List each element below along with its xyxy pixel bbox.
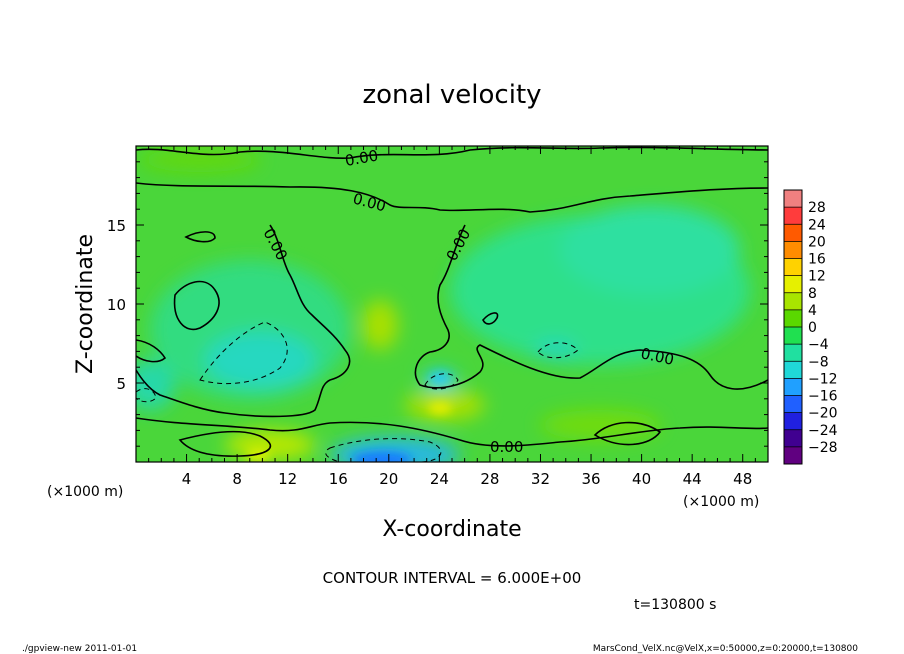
time-label: t=130800 s [634, 597, 716, 613]
colorbar-label: −4 [808, 337, 829, 353]
x-tick-label: 44 [683, 470, 702, 488]
x-tick-label: 28 [480, 470, 499, 488]
x-tick-label: 40 [632, 470, 651, 488]
x-tick-label: 20 [379, 470, 398, 488]
footer-left: ./gpview-new 2011-01-01 [22, 644, 137, 654]
heatmap-field [136, 146, 768, 462]
x-unit-label: (×1000 m) [683, 494, 759, 510]
colorbar-label: −12 [808, 371, 838, 387]
contour-label: 0.00 [490, 438, 523, 456]
colorbar-label: 28 [808, 200, 826, 216]
y-tick-label: 15 [107, 217, 126, 235]
colorbar-label: 16 [808, 252, 826, 268]
colorbar-swatch [784, 344, 802, 362]
colorbar-label: 0 [808, 320, 817, 336]
colorbar-label: 4 [808, 303, 817, 319]
colorbar-label: 12 [808, 269, 826, 285]
negative-contours [136, 321, 579, 462]
colorbar-label: 8 [808, 286, 817, 302]
colorbar-swatch [784, 378, 802, 396]
x-tick-label: 12 [278, 470, 297, 488]
contour-label: 0.00 [344, 146, 380, 170]
colorbar-label: 20 [808, 234, 826, 250]
colorbar-label: 24 [808, 217, 826, 233]
colorbar-label: −16 [808, 389, 838, 405]
x-tick-label: 16 [329, 470, 348, 488]
colorbar-swatch [784, 429, 802, 448]
colorbar-swatch [784, 412, 802, 431]
colorbar-swatch [784, 275, 802, 294]
y-axis-title: Z-coordinate [73, 234, 98, 374]
colorbar-swatch [784, 292, 802, 311]
colorbar-swatch [784, 190, 802, 208]
colorbar-swatch [784, 395, 802, 414]
x-tick-label: 32 [531, 470, 550, 488]
colorbar-swatch [784, 361, 802, 379]
contour-interval: CONTOUR INTERVAL = 6.000E+00 [323, 569, 582, 587]
x-tick-label: 4 [182, 470, 192, 488]
colorbar-swatch [784, 207, 802, 225]
colorbar-label: −24 [808, 423, 838, 439]
y-tick-label: 5 [116, 375, 126, 393]
x-tick-label: 24 [430, 470, 449, 488]
y-tick-label: 10 [107, 296, 126, 314]
y-unit-label: (×1000 m) [47, 484, 123, 500]
chart-title: zonal velocity [362, 80, 541, 110]
colorbar-swatch [784, 258, 802, 277]
x-tick-label: 36 [581, 470, 600, 488]
colorbar-swatch [784, 224, 802, 242]
x-axis-title: X-coordinate [382, 517, 521, 542]
colorbar-label: −20 [808, 406, 838, 422]
colorbar-label: −28 [808, 440, 838, 456]
x-tick-label: 48 [733, 470, 752, 488]
colorbar-swatch [784, 309, 802, 328]
colorbar-swatch [784, 241, 802, 259]
colorbar-label: −8 [808, 354, 829, 370]
colorbar-swatch [784, 327, 802, 345]
zero-contours [136, 146, 768, 457]
footer-right: MarsCond_VelX.nc@VelX,x=0:50000,z=0:2000… [593, 644, 858, 654]
x-tick-label: 8 [232, 470, 242, 488]
colorbar-swatch [784, 446, 802, 465]
